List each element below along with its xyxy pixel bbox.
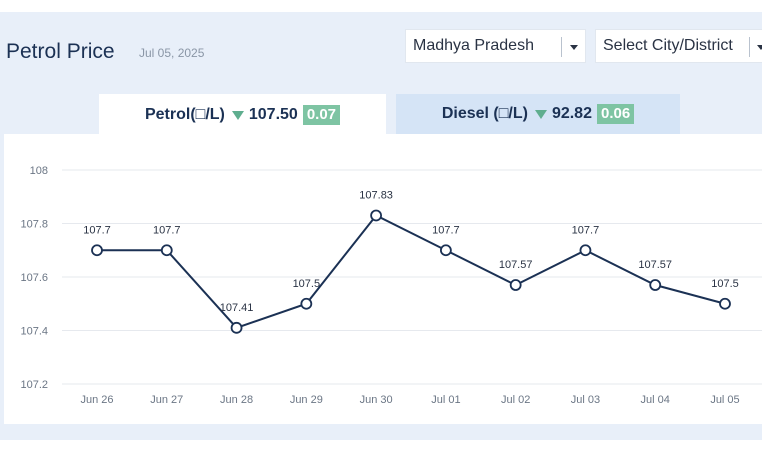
tab-diesel-price: 92.82 bbox=[551, 105, 592, 122]
data-label: 107.57 bbox=[638, 259, 672, 271]
x-tick-label: Jul 05 bbox=[710, 394, 739, 406]
chart-card: 107.2 107.4 107.6 107.8 108 Jun 26 Jun 27 Jun 2… bbox=[4, 134, 762, 424]
data-point bbox=[300, 297, 313, 310]
data-label: 107.83 bbox=[359, 189, 393, 201]
x-tick-label: Jun 29 bbox=[290, 394, 323, 406]
tab-petrol-change: 0.07 bbox=[302, 105, 341, 125]
x-tick-label: Jun 30 bbox=[360, 394, 393, 406]
data-label: 107.7 bbox=[432, 224, 460, 236]
x-tick-label: Jul 02 bbox=[501, 394, 530, 406]
petrol-price-line-chart: 107.2 107.4 107.6 107.8 108 Jun 26 Jun 27 Jun 2… bbox=[20, 165, 762, 406]
tab-petrol-label: Petrol(□/L) bbox=[144, 106, 225, 123]
data-label: 107.5 bbox=[711, 278, 739, 290]
y-tick-label: 107.4 bbox=[20, 326, 48, 338]
price-date: Jul 05, 2025 bbox=[139, 46, 205, 60]
state-select-value: Madhya Pradesh bbox=[413, 37, 534, 54]
data-label: 107.57 bbox=[499, 259, 533, 271]
x-tick-label: Jun 26 bbox=[80, 394, 113, 406]
data-point bbox=[370, 209, 383, 222]
tab-petrol-price: 107.50 bbox=[248, 106, 298, 123]
data-point bbox=[509, 279, 522, 291]
data-point bbox=[649, 279, 662, 291]
series-line bbox=[97, 214, 726, 329]
page-title: Petrol Price bbox=[6, 40, 115, 63]
data-point bbox=[160, 244, 173, 257]
y-tick-label: 108 bbox=[30, 165, 48, 177]
chevron-down-icon[interactable] bbox=[570, 45, 578, 50]
state-select[interactable]: Madhya Pradesh bbox=[405, 29, 586, 63]
data-label: 107.7 bbox=[83, 224, 111, 236]
tab-diesel[interactable]: Diesel (□/L) 92.82 0.06 bbox=[396, 94, 680, 134]
x-tick-label: Jul 04 bbox=[641, 394, 670, 406]
chevron-down-icon[interactable] bbox=[757, 45, 762, 50]
y-tick-label: 107.2 bbox=[20, 379, 48, 391]
data-label: 107.7 bbox=[153, 224, 181, 236]
data-label: 107.5 bbox=[293, 278, 321, 290]
down-arrow-icon bbox=[231, 110, 244, 120]
x-tick-label: Jun 28 bbox=[220, 394, 253, 406]
tab-diesel-label: Diesel (□/L) bbox=[441, 105, 528, 122]
select-divider bbox=[749, 37, 750, 57]
data-point bbox=[719, 297, 731, 310]
tab-diesel-change: 0.06 bbox=[596, 104, 635, 124]
data-point bbox=[579, 244, 592, 257]
y-tick-label: 107.8 bbox=[20, 219, 48, 231]
select-divider bbox=[561, 37, 562, 57]
city-select[interactable]: Select City/District bbox=[595, 29, 762, 63]
data-point bbox=[230, 321, 243, 334]
x-tick-label: Jul 03 bbox=[571, 394, 600, 406]
data-label: 107.41 bbox=[220, 302, 254, 314]
data-label: 107.7 bbox=[572, 224, 600, 236]
city-select-placeholder: Select City/District bbox=[603, 37, 733, 54]
data-point bbox=[439, 244, 452, 257]
x-tick-label: Jun 27 bbox=[150, 394, 183, 406]
data-point bbox=[91, 244, 103, 257]
tab-petrol[interactable]: Petrol(□/L) 107.50 0.07 bbox=[99, 94, 386, 136]
down-arrow-icon bbox=[534, 109, 547, 119]
y-tick-label: 107.6 bbox=[20, 272, 48, 284]
x-tick-label: Jul 01 bbox=[431, 394, 460, 406]
